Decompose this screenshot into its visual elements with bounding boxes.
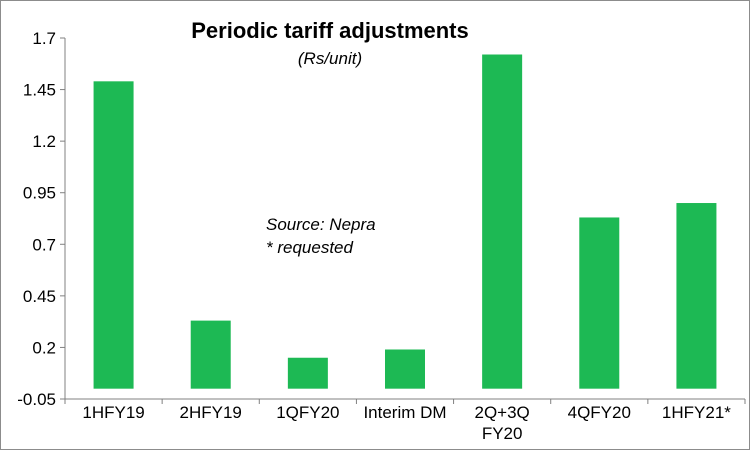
y-tick-label: -0.05	[17, 390, 56, 409]
requested-note: * requested	[266, 238, 353, 257]
x-category-label: 1HFY21*	[662, 403, 731, 422]
bar	[287, 357, 328, 389]
x-category-label: 2HFY19	[180, 403, 242, 422]
y-tick-label: 0.7	[32, 235, 56, 254]
bar	[482, 54, 523, 389]
chart-title: Periodic tariff adjustments	[191, 18, 469, 43]
y-tick-label: 0.95	[23, 184, 56, 203]
y-tick-label: 0.45	[23, 287, 56, 306]
bar	[385, 349, 425, 389]
y-tick-label: 0.2	[32, 338, 56, 357]
chart-subtitle: (Rs/unit)	[298, 49, 362, 68]
x-category-label: 1QFY20	[276, 403, 339, 422]
y-tick-label: 1.45	[23, 81, 56, 100]
bar	[676, 203, 717, 389]
bar	[190, 320, 231, 389]
x-category-label: 4QFY20	[568, 403, 631, 422]
x-category-label: 1HFY19	[82, 403, 144, 422]
x-category-label: 2Q+3Q	[474, 403, 529, 422]
x-category-label: Interim DM	[363, 403, 446, 422]
bar	[93, 81, 134, 389]
x-category-label: FY20	[482, 424, 523, 443]
y-tick-label: 1.7	[32, 29, 56, 48]
bar	[579, 217, 620, 389]
source-note: Source: Nepra	[266, 215, 376, 234]
y-tick-label: 1.2	[32, 132, 56, 151]
